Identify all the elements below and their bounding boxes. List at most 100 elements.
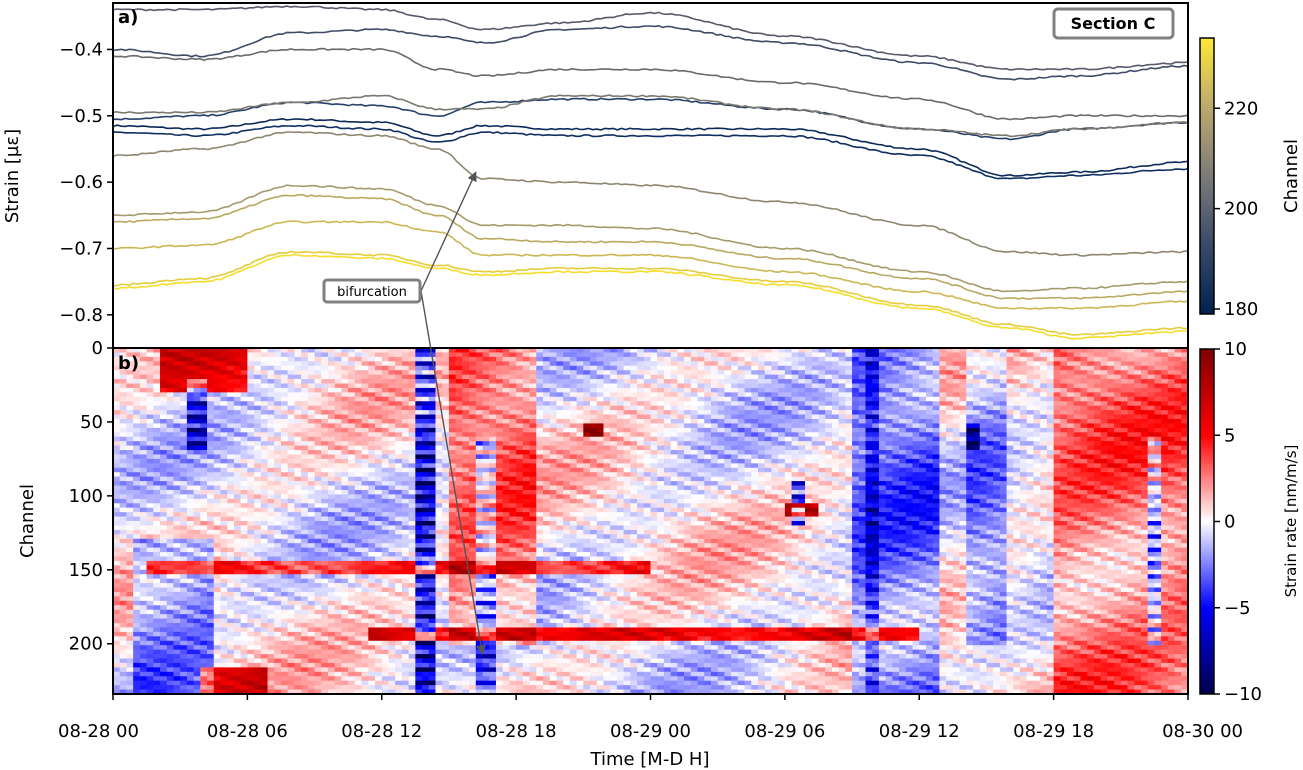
heatmap-cell — [401, 516, 410, 522]
heatmap-cell — [207, 525, 215, 531]
heatmap-cell — [422, 614, 430, 620]
heatmap-cell — [543, 348, 551, 354]
heatmap-cell — [153, 574, 161, 580]
heatmap-cell — [328, 609, 336, 615]
heatmap-cell — [341, 685, 349, 691]
heatmap-cell — [448, 547, 457, 553]
heatmap-cell — [126, 689, 134, 694]
heatmap-cell — [173, 383, 181, 389]
heatmap-cell — [193, 476, 201, 482]
heatmap-cell — [509, 476, 517, 482]
heatmap-cell — [415, 445, 423, 451]
heatmap-cell — [119, 609, 128, 615]
heatmap-cell — [415, 365, 423, 371]
heatmap-cell — [166, 609, 175, 615]
heatmap-cell — [502, 463, 511, 469]
heatmap-cell — [354, 636, 363, 642]
heatmap-cell — [200, 614, 208, 620]
heatmap-cell — [213, 529, 222, 535]
heatmap-cell — [321, 432, 329, 438]
heatmap-cell — [361, 662, 369, 668]
heatmap-cell — [280, 450, 289, 456]
heatmap-cell — [160, 658, 168, 664]
heatmap-cell — [186, 436, 195, 442]
heatmap-cell — [160, 671, 168, 677]
heatmap-cell — [422, 361, 430, 367]
heatmap-cell — [381, 396, 390, 402]
heatmap-cell — [529, 356, 537, 362]
heatmap-cell — [254, 654, 262, 660]
heatmap-cell — [139, 543, 148, 549]
heatmap-cell — [334, 578, 343, 584]
heatmap-cell — [207, 374, 215, 380]
heatmap-cell — [509, 405, 517, 411]
heatmap-cell — [428, 454, 437, 460]
heatmap-cell — [469, 671, 477, 677]
heatmap-cell — [348, 476, 356, 482]
heatmap-cell — [220, 432, 228, 438]
heatmap-cell — [502, 370, 511, 376]
heatmap-cell — [354, 605, 363, 611]
heatmap-cell — [166, 401, 175, 407]
heatmap-cell — [375, 591, 383, 598]
heatmap-cell — [442, 649, 450, 655]
heatmap-cell — [274, 507, 282, 513]
heatmap-cell — [280, 467, 289, 473]
heatmap-cell — [227, 365, 235, 371]
heatmap-cell — [361, 538, 369, 544]
heatmap-cell — [254, 383, 262, 389]
heatmap-cell — [435, 458, 443, 464]
heatmap-cell — [536, 352, 544, 358]
heatmap-cell — [368, 685, 376, 691]
heatmap-cell — [180, 463, 188, 469]
heatmap-cell — [354, 529, 363, 535]
heatmap-cell — [334, 685, 343, 691]
heatmap-cell — [462, 680, 470, 686]
heatmap-cell — [368, 481, 376, 487]
heatmap-cell — [126, 680, 134, 686]
heatmap-cell — [455, 565, 463, 571]
heatmap-cell — [287, 356, 296, 362]
heatmap-cell — [328, 534, 336, 540]
heatmap-cell — [334, 609, 343, 615]
heatmap-cell — [173, 348, 181, 354]
heatmap-cell — [207, 436, 215, 442]
heatmap-cell — [368, 560, 376, 566]
heatmap-cell — [489, 627, 497, 633]
heatmap-cell — [301, 392, 309, 398]
heatmap-cell — [166, 516, 175, 522]
heatmap-cell — [113, 356, 121, 362]
heatmap-cell — [294, 383, 302, 389]
heatmap-cell — [348, 485, 356, 491]
heatmap-cell — [160, 667, 168, 673]
heatmap-cell — [139, 516, 148, 522]
heatmap-cell — [240, 609, 248, 615]
heatmap-cell — [220, 685, 228, 691]
heatmap-cell — [529, 454, 537, 460]
heatmap-cell — [361, 645, 369, 651]
heatmap-cell — [455, 383, 463, 389]
heatmap-cell — [495, 356, 504, 362]
heatmap-cell — [126, 600, 134, 606]
heatmap-cell — [254, 512, 262, 518]
heatmap-cell — [455, 374, 463, 380]
heatmap-cell — [160, 458, 168, 464]
heatmap-cell — [328, 401, 336, 407]
heatmap-cell — [180, 401, 188, 407]
heatmap-cell — [334, 658, 343, 664]
heatmap-cell — [133, 476, 141, 482]
heatmap-cell — [415, 654, 423, 660]
heatmap-cell — [455, 671, 463, 677]
heatmap-cell — [388, 600, 396, 606]
heatmap-cell — [166, 525, 175, 531]
heatmap-cell — [186, 596, 195, 602]
heatmap-cell — [415, 662, 423, 668]
heatmap-cell — [401, 512, 410, 518]
heatmap-cell — [482, 556, 490, 562]
heatmap-cell — [153, 481, 161, 487]
heatmap-cell — [207, 494, 215, 500]
heatmap-cell — [274, 427, 282, 433]
heatmap-cell — [509, 636, 517, 642]
heatmap-cell — [314, 463, 322, 469]
heatmap-cell — [489, 529, 497, 535]
